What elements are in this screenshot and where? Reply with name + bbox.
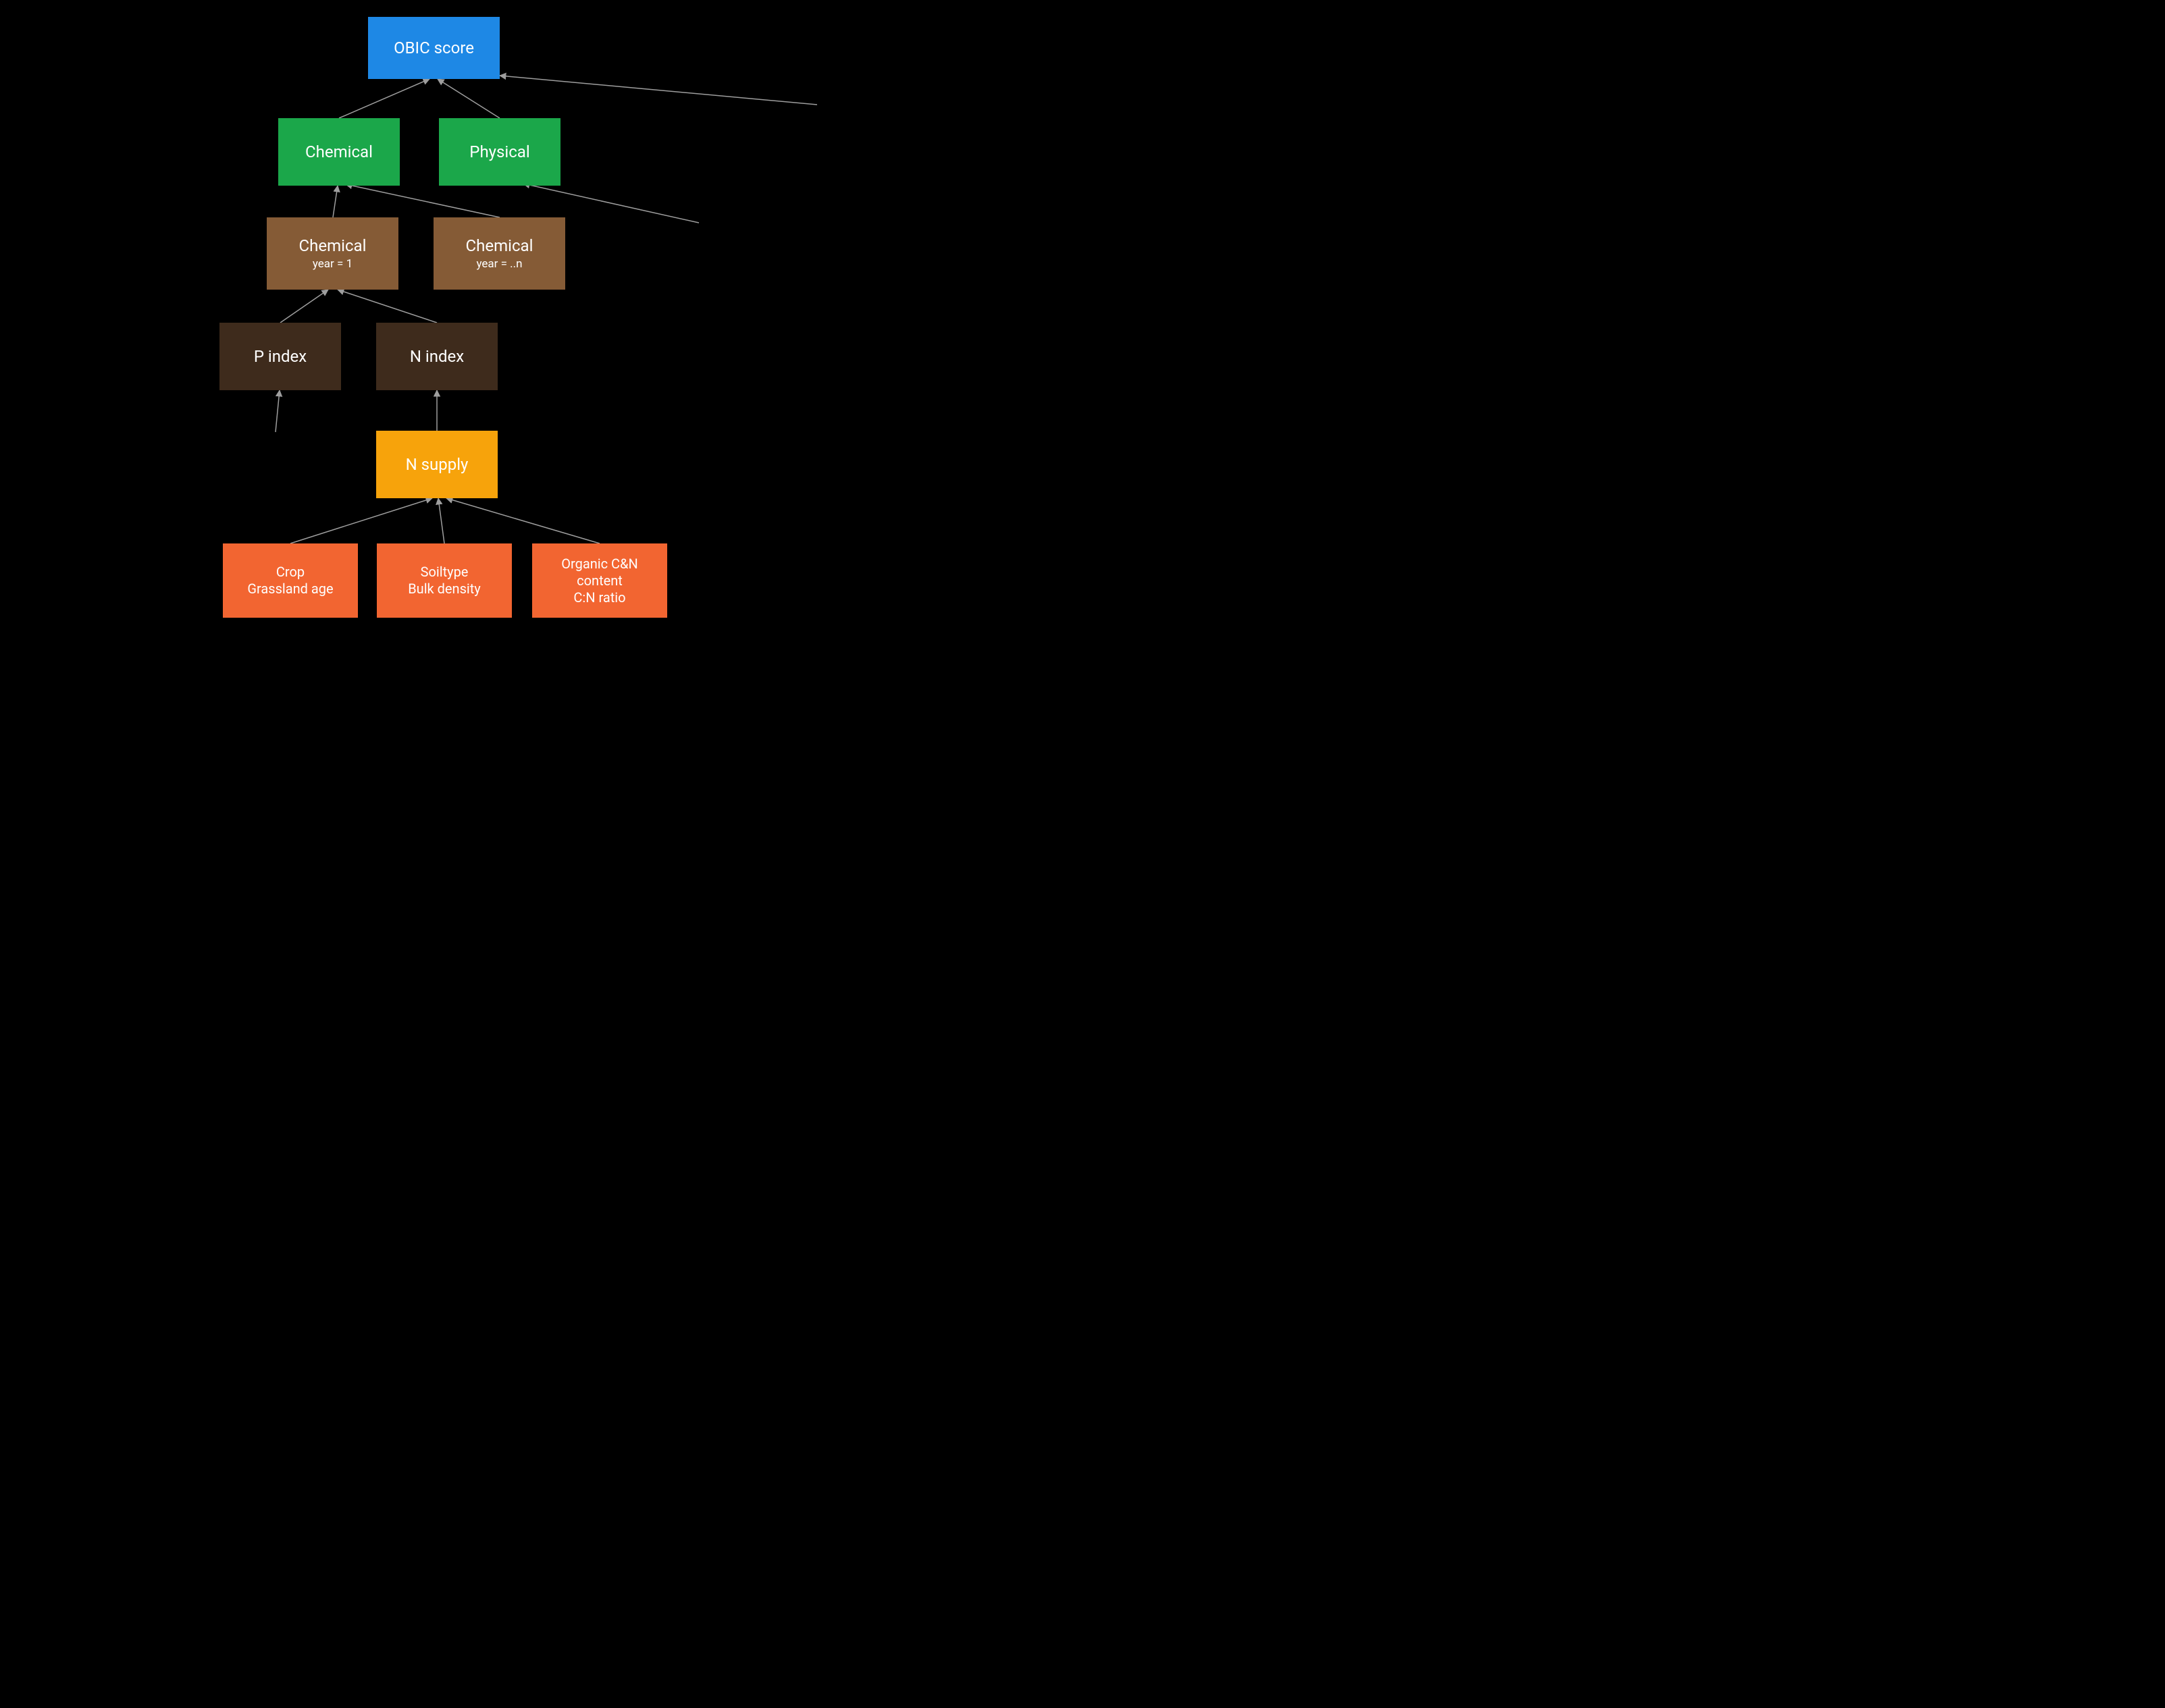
node-organic: Organic C&N content C:N ratio [532,543,667,618]
node-sublabel: year = 1 [313,257,353,271]
edge [346,184,500,217]
node-label: N supply [406,455,469,475]
node-line: content [577,572,623,589]
node-soiltype: Soiltype Bulk density [377,543,512,618]
node-label: OBIC score [394,38,474,58]
node-line: Soiltype [421,564,469,581]
node-sublabel: year = ..n [476,257,522,271]
node-line: Organic C&N [561,556,638,572]
node-label: P index [254,347,307,367]
node-chemical-year-n: Chemical year = ..n [434,217,565,290]
node-line: C:N ratio [573,589,625,606]
edge [280,290,328,323]
edge [500,76,817,105]
edge [290,498,432,543]
node-p-index: P index [219,323,341,390]
node-crop: Crop Grassland age [223,543,358,618]
node-label: Physical [469,142,529,162]
node-line: Crop [276,564,305,581]
node-label: N index [410,347,464,367]
node-line: Grassland age [247,581,333,597]
node-chemical-year-1: Chemical year = 1 [267,217,398,290]
edge [338,290,437,323]
node-n-supply: N supply [376,431,498,498]
node-label: Chemical [305,142,373,162]
edge [339,79,429,118]
node-label: Chemical [466,236,533,256]
diagram-canvas: OBIC score Chemical Physical Chemical ye… [0,0,817,645]
edge [276,390,280,432]
edge [438,498,444,543]
edge [446,498,600,543]
node-physical: Physical [439,118,560,186]
node-n-index: N index [376,323,498,390]
node-chemical: Chemical [278,118,400,186]
node-label: Chemical [299,236,367,256]
edge [438,79,500,118]
node-line: Bulk density [408,581,481,597]
edge [333,186,338,217]
node-obic-score: OBIC score [368,17,500,79]
